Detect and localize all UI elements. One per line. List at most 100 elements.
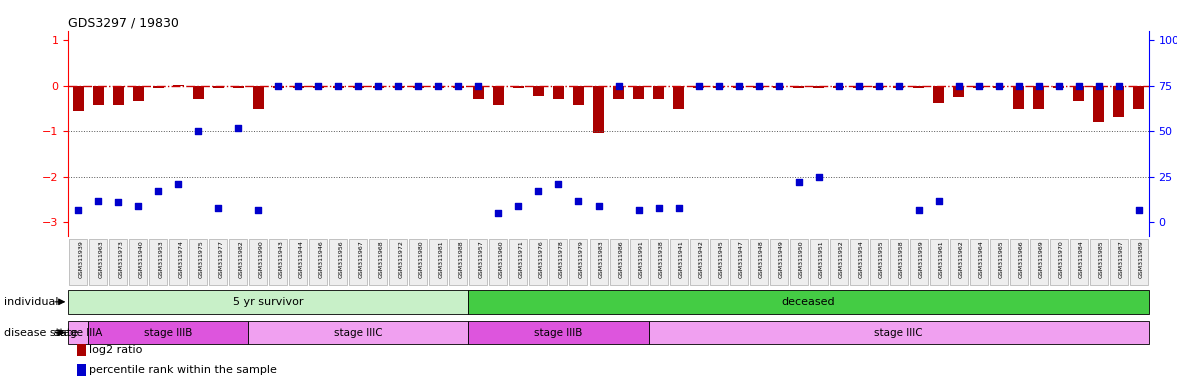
Bar xyxy=(613,86,624,99)
FancyBboxPatch shape xyxy=(350,239,367,285)
Text: GSM311960: GSM311960 xyxy=(499,240,504,278)
Bar xyxy=(713,86,724,88)
Point xyxy=(528,188,547,194)
FancyBboxPatch shape xyxy=(68,290,468,314)
FancyBboxPatch shape xyxy=(890,239,907,285)
Point xyxy=(1090,83,1109,89)
Bar xyxy=(553,86,564,99)
Point xyxy=(650,205,669,211)
FancyBboxPatch shape xyxy=(470,239,487,285)
FancyBboxPatch shape xyxy=(670,239,687,285)
FancyBboxPatch shape xyxy=(1030,239,1048,285)
Bar xyxy=(733,86,744,88)
Bar xyxy=(1013,86,1024,109)
Text: GSM311983: GSM311983 xyxy=(599,240,604,278)
FancyBboxPatch shape xyxy=(510,239,527,285)
Text: GSM311956: GSM311956 xyxy=(339,240,344,278)
Point xyxy=(890,83,909,89)
Point xyxy=(368,83,387,89)
Bar xyxy=(153,86,164,88)
Text: GSM311978: GSM311978 xyxy=(558,240,564,278)
Text: GSM311988: GSM311988 xyxy=(459,240,464,278)
Text: GSM311939: GSM311939 xyxy=(78,240,84,278)
Point xyxy=(228,124,248,131)
Point xyxy=(1110,83,1129,89)
Text: GSM311963: GSM311963 xyxy=(99,240,104,278)
Bar xyxy=(433,86,444,88)
Bar xyxy=(213,86,224,88)
Point xyxy=(629,207,647,213)
Text: GSM311958: GSM311958 xyxy=(899,240,904,278)
Text: deceased: deceased xyxy=(782,297,836,307)
Bar xyxy=(1133,86,1144,109)
Point xyxy=(129,203,148,209)
Text: GSM311973: GSM311973 xyxy=(118,240,124,278)
Text: GSM311955: GSM311955 xyxy=(878,240,884,278)
Point xyxy=(1070,83,1089,89)
FancyBboxPatch shape xyxy=(650,239,667,285)
Text: GSM311944: GSM311944 xyxy=(299,240,304,278)
Bar xyxy=(313,86,324,88)
Bar xyxy=(693,86,704,88)
Text: GSM311970: GSM311970 xyxy=(1059,240,1064,278)
Point xyxy=(89,197,108,204)
FancyBboxPatch shape xyxy=(610,239,627,285)
Bar xyxy=(933,86,944,103)
Bar xyxy=(793,86,804,88)
Point xyxy=(210,205,228,211)
Text: GSM311975: GSM311975 xyxy=(198,240,204,278)
Text: GSM311962: GSM311962 xyxy=(958,240,964,278)
Text: GSM311972: GSM311972 xyxy=(398,240,404,278)
Text: GSM311974: GSM311974 xyxy=(179,240,184,278)
Bar xyxy=(113,86,124,105)
Text: stage IIIB: stage IIIB xyxy=(144,328,193,338)
FancyBboxPatch shape xyxy=(590,239,607,285)
Point xyxy=(570,197,588,204)
Bar xyxy=(593,86,604,134)
Point xyxy=(750,83,769,89)
Point xyxy=(909,207,927,213)
Bar xyxy=(173,84,184,86)
Point xyxy=(949,83,967,89)
Bar xyxy=(1053,86,1064,88)
Text: GSM311979: GSM311979 xyxy=(579,240,584,278)
FancyBboxPatch shape xyxy=(910,239,927,285)
FancyBboxPatch shape xyxy=(169,239,187,285)
Bar xyxy=(353,86,364,88)
FancyBboxPatch shape xyxy=(970,239,988,285)
FancyBboxPatch shape xyxy=(830,239,847,285)
Bar xyxy=(233,86,244,88)
FancyBboxPatch shape xyxy=(950,239,967,285)
Point xyxy=(188,128,208,134)
FancyBboxPatch shape xyxy=(189,239,207,285)
FancyBboxPatch shape xyxy=(68,321,88,344)
FancyBboxPatch shape xyxy=(710,239,727,285)
Bar xyxy=(333,86,344,88)
Point xyxy=(1130,207,1149,213)
Text: GSM311946: GSM311946 xyxy=(318,240,324,278)
Text: GSM311941: GSM311941 xyxy=(678,240,684,278)
Bar xyxy=(873,86,884,88)
FancyBboxPatch shape xyxy=(370,239,387,285)
FancyBboxPatch shape xyxy=(1070,239,1088,285)
FancyBboxPatch shape xyxy=(290,239,307,285)
FancyBboxPatch shape xyxy=(250,239,267,285)
Bar xyxy=(913,86,924,88)
FancyBboxPatch shape xyxy=(550,239,567,285)
Text: GSM311981: GSM311981 xyxy=(438,240,444,278)
Point xyxy=(590,203,609,209)
FancyBboxPatch shape xyxy=(790,239,807,285)
Bar xyxy=(753,86,764,88)
Bar xyxy=(413,86,424,88)
FancyBboxPatch shape xyxy=(1110,239,1128,285)
Text: log2 ratio: log2 ratio xyxy=(89,345,142,355)
Bar xyxy=(893,86,904,88)
Text: percentile rank within the sample: percentile rank within the sample xyxy=(89,365,278,375)
FancyBboxPatch shape xyxy=(310,239,327,285)
Text: GSM311948: GSM311948 xyxy=(759,240,764,278)
Bar xyxy=(973,86,984,88)
Bar xyxy=(473,86,484,99)
Text: GSM311953: GSM311953 xyxy=(158,240,164,278)
Point xyxy=(428,83,447,89)
Point xyxy=(388,83,407,89)
